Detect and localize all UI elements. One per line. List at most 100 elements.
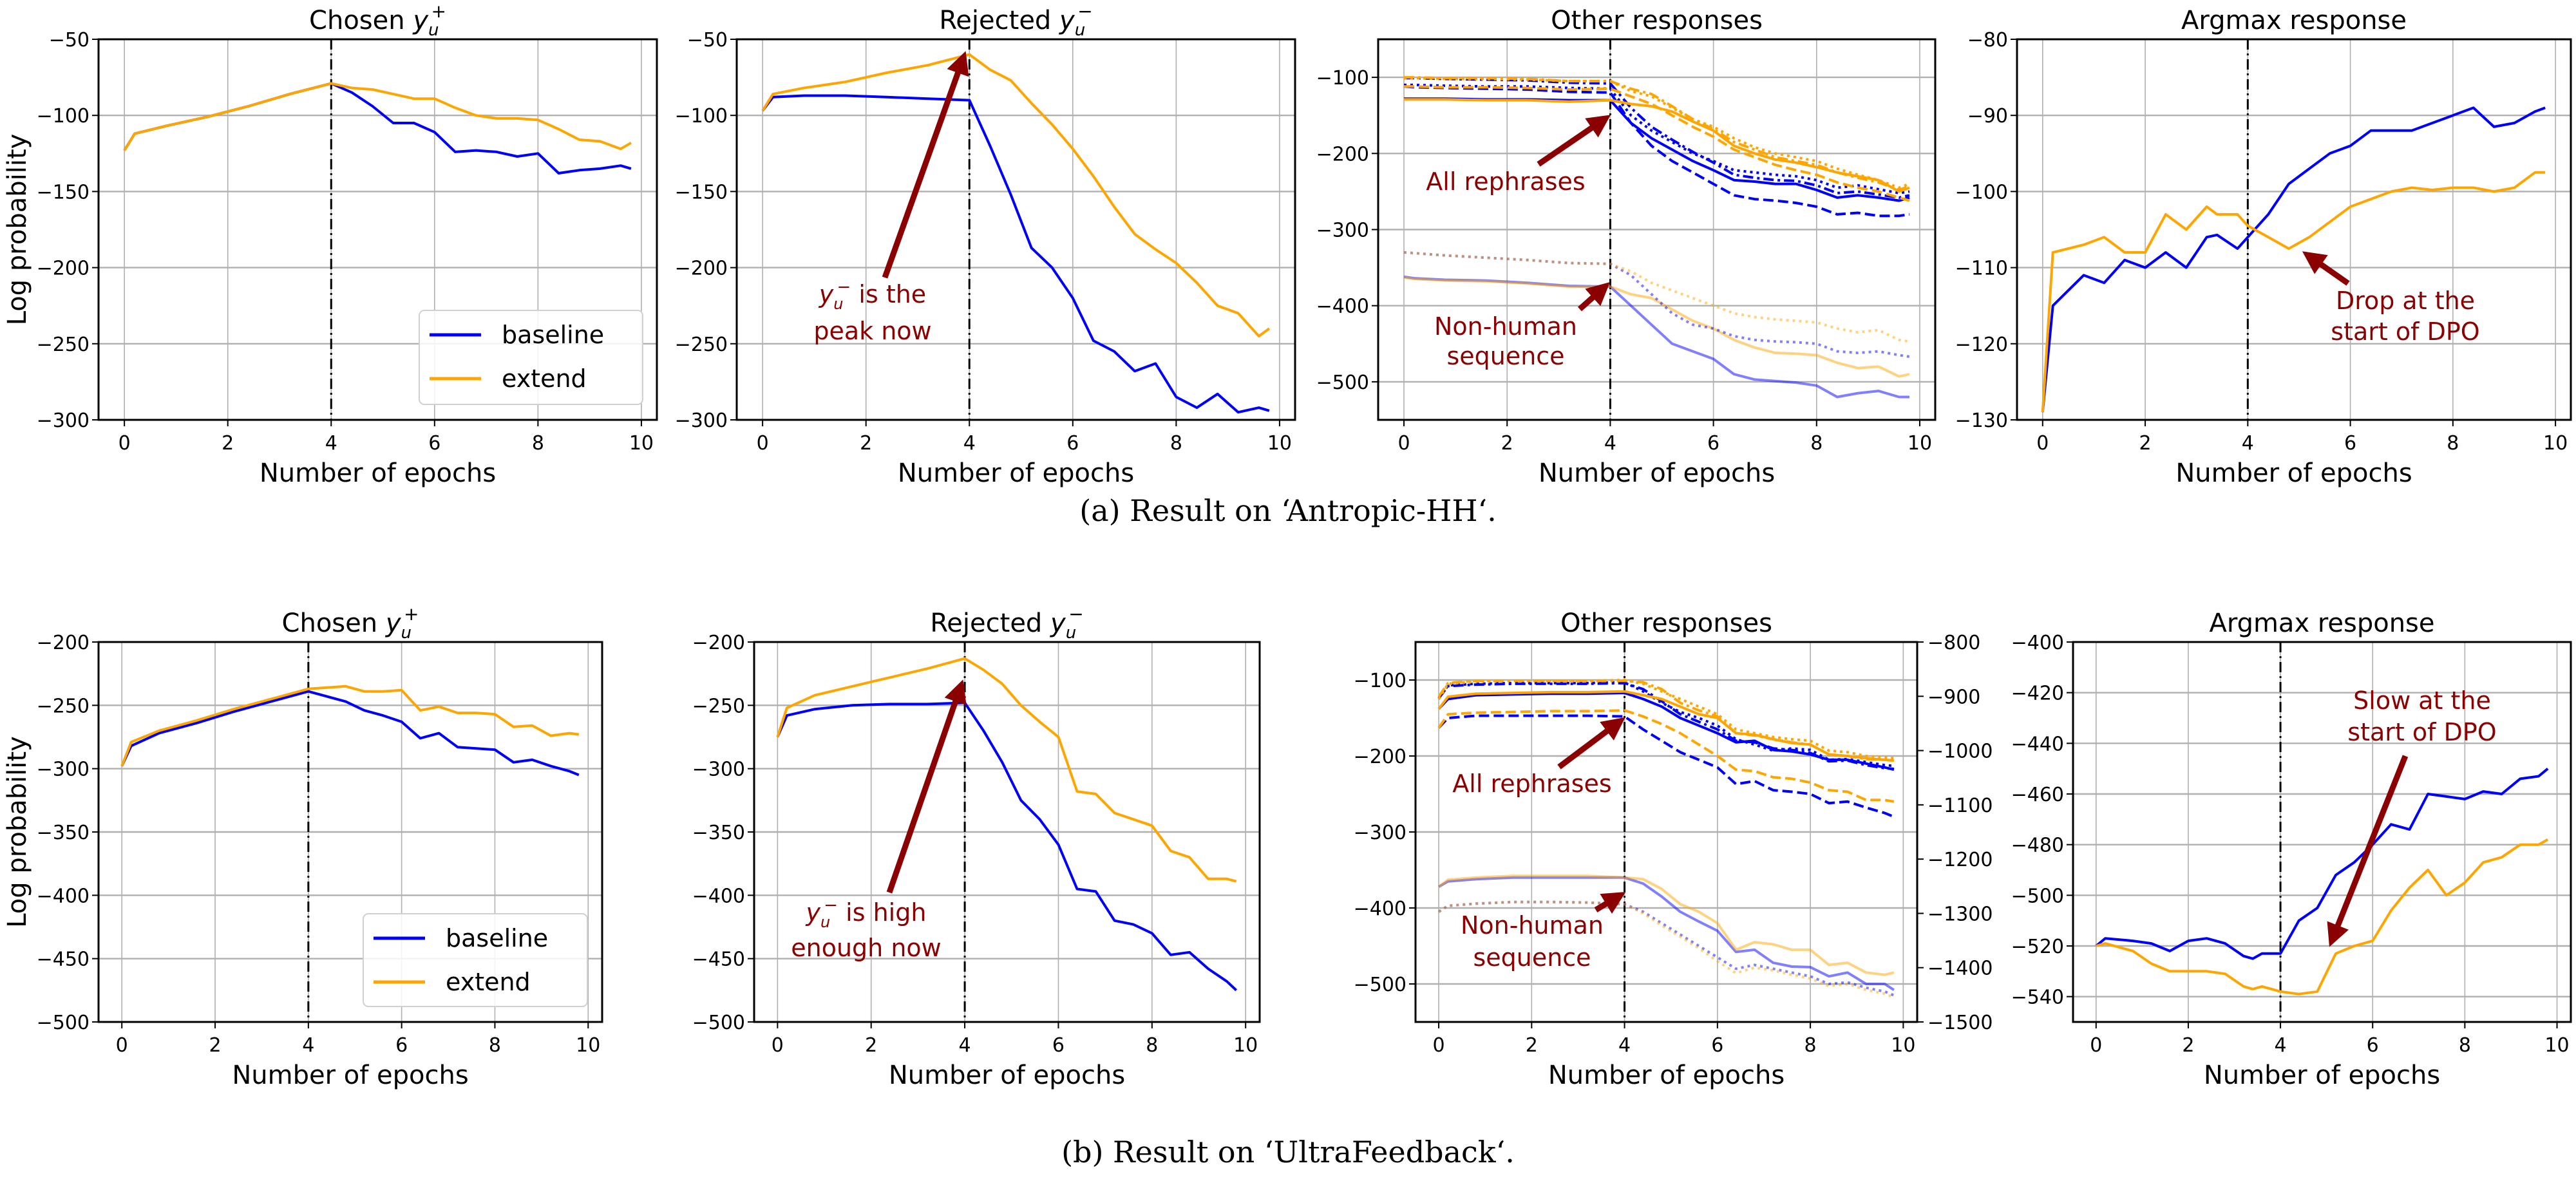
y-tick-label: −450	[692, 949, 745, 971]
x-tick-label: 4	[959, 1034, 971, 1057]
y-tick-label: −350	[37, 822, 90, 844]
x-tick-label: 8	[1146, 1034, 1158, 1057]
annotation-1: Non-human sequence	[1461, 892, 1626, 972]
series-line-1	[123, 82, 632, 151]
annotation-math-var: y	[819, 280, 834, 308]
series-line-0	[120, 690, 580, 777]
y-tick-label: −150	[37, 181, 90, 203]
y-tick-label: −480	[2011, 835, 2064, 857]
x-tick-label: 2	[222, 432, 234, 455]
y-tick-label: −110	[1955, 258, 2008, 280]
subplot-2: 0 2 4 6 8 10 −500 −400 −300 −200 −100 Other respons…	[1316, 6, 1937, 488]
series-line-10	[1403, 251, 1910, 358]
x-tick-label: 2	[860, 432, 872, 455]
x-tick-label: 10	[1908, 432, 1932, 455]
axes-frame	[735, 38, 1296, 421]
subplot-3: 0 2 4 6 8 10 −130 −120 −110 −100 −90 −80 Argmax resp…	[1955, 6, 2572, 488]
x-tick-label: 8	[489, 1034, 501, 1057]
axes-frame	[97, 641, 603, 1023]
y-tick-label: −400	[1316, 296, 1369, 318]
series-line-7	[1404, 76, 1910, 191]
x-tick-label: 10	[1891, 1034, 1915, 1057]
y-tick-label: −50	[49, 29, 90, 52]
subplot-title: Other responses	[1551, 6, 1763, 35]
annotation-text: yu− is the	[819, 278, 926, 313]
x-tick-label: 0	[2090, 1034, 2102, 1057]
x-tick-label: 6	[395, 1034, 408, 1057]
title-text: Chosen	[309, 6, 405, 35]
x-axis-label: Number of epochs	[232, 1061, 468, 1090]
x-tick-label: 10	[629, 432, 654, 455]
y-tick-label: −200	[1316, 143, 1369, 165]
y-tick-label: −300	[1354, 822, 1406, 844]
x-tick-label: 0	[1433, 1034, 1445, 1057]
annotation-text: peak now	[813, 317, 931, 345]
y-tick-label: −100	[675, 105, 728, 128]
title-math-sub: u	[401, 623, 412, 643]
x-tick-label: 4	[2275, 1034, 2287, 1057]
x-tick-label: 6	[1052, 1034, 1065, 1057]
series-line-1	[761, 53, 1271, 337]
series-line-1	[776, 657, 1237, 883]
annotation-text: Non-human	[1461, 911, 1604, 940]
x-tick-label: 0	[116, 1034, 128, 1057]
caption-a: (a) Result on ‘Antropic-HH‘.	[1079, 493, 1497, 528]
annotation-line: is the	[851, 280, 926, 308]
y-tick-label: −100	[1316, 67, 1369, 90]
title-math-sub: u	[1066, 623, 1076, 643]
x-tick-label: 10	[1267, 432, 1292, 455]
y-tick-label: −400	[37, 885, 90, 907]
x-tick-label: 2	[865, 1034, 877, 1057]
y-right-tick-label: −1100	[1927, 795, 1993, 817]
subplot-title: Chosen yu+	[282, 603, 419, 643]
annotation-arrow	[2302, 251, 2350, 286]
series-line-1	[120, 685, 580, 767]
y-tick-label: −500	[1316, 372, 1369, 394]
y-tick-label: −100	[1354, 670, 1406, 692]
annotation-arrow	[1578, 282, 1611, 312]
axes-frame	[753, 641, 1261, 1023]
y-right-tick-label: −1400	[1927, 958, 1993, 980]
y-tick-label: −100	[1955, 181, 2008, 203]
annotation-math-var: y	[806, 898, 821, 927]
title-math-sup: +	[431, 1, 446, 22]
title-math-var: y	[377, 609, 402, 638]
y-tick-label: −400	[1354, 898, 1406, 920]
y-right-tick-label: −1300	[1927, 903, 1993, 925]
subplot-title: Other responses	[1560, 609, 1772, 638]
series-line-2	[1437, 681, 1895, 768]
y-right-tick-label: −1000	[1927, 741, 1993, 763]
series-line-1	[1437, 714, 1895, 818]
legend: baseline extend	[419, 310, 643, 405]
y-tick-label: −300	[37, 759, 90, 781]
x-tick-label: 6	[2367, 1034, 2379, 1057]
y-tick-label: −250	[37, 695, 90, 717]
title-math-var: y	[1042, 609, 1066, 638]
subplot-1: 0 2 4 6 8 10 −300 −250 −200 −150 −100 −50 Rejected y…	[675, 1, 1296, 488]
y-tick-label: −200	[1354, 746, 1406, 768]
x-tick-label: 2	[2139, 432, 2152, 455]
title-math-var: y	[405, 6, 430, 35]
series-line-6	[1437, 679, 1895, 760]
y-tick-label: −440	[2011, 733, 2064, 755]
y-tick-label: −300	[37, 410, 90, 432]
annotation-text: enough now	[791, 934, 942, 962]
series-line-5	[1404, 85, 1910, 202]
x-tick-label: 0	[118, 432, 131, 455]
title-text: Argmax response	[2181, 6, 2407, 35]
x-tick-label: 6	[1711, 1034, 1723, 1057]
annotation-arrow	[1537, 115, 1611, 167]
x-tick-label: 8	[1810, 432, 1823, 455]
subplot-title: Rejected yu−	[930, 603, 1083, 643]
y-tick-label: −200	[37, 632, 90, 654]
annotation-text: yu− is high	[806, 896, 927, 931]
x-tick-label: 0	[1397, 432, 1410, 455]
annotation-0: All rephrases	[1426, 115, 1611, 196]
annotation-text: All rephrases	[1426, 167, 1585, 196]
subplot-4: 0 2 4 6 8 10 −500 −450 −400 −350 −300 −250 −200 Chose…	[3, 603, 603, 1090]
y-tick-label: −300	[1316, 220, 1369, 242]
y-tick-label: −520	[2011, 936, 2064, 958]
x-tick-label: 6	[2344, 432, 2356, 455]
y-tick-label: −420	[2011, 683, 2064, 705]
annotation-0: yu− is the peak now	[813, 51, 969, 345]
